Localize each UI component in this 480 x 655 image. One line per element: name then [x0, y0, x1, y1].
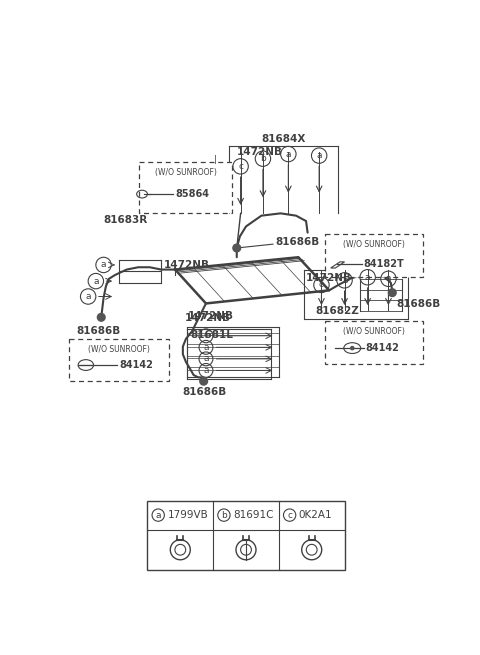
Text: a: a — [386, 274, 391, 284]
Text: a: a — [203, 366, 209, 375]
Text: (W/O SUNROOF): (W/O SUNROOF) — [88, 345, 150, 354]
Text: |: | — [214, 155, 216, 164]
Circle shape — [97, 314, 105, 321]
Text: 1472NB: 1472NB — [184, 312, 230, 323]
Text: 1472NB: 1472NB — [306, 272, 352, 283]
Text: 81684X: 81684X — [262, 134, 306, 143]
Text: 81682Z: 81682Z — [315, 306, 359, 316]
Text: 84142: 84142 — [365, 343, 399, 353]
Text: 84142: 84142 — [119, 360, 153, 370]
Text: 81691C: 81691C — [233, 510, 274, 520]
Text: b: b — [221, 511, 227, 519]
Circle shape — [350, 346, 355, 350]
Text: 0K2A1: 0K2A1 — [299, 510, 333, 520]
Text: a: a — [85, 292, 91, 301]
Text: c: c — [319, 280, 324, 290]
Text: a: a — [101, 261, 106, 269]
Text: 85864: 85864 — [175, 189, 209, 199]
Text: 84182T: 84182T — [364, 259, 405, 269]
Text: 1472NB: 1472NB — [188, 311, 234, 321]
Bar — [147, 500, 345, 570]
Text: 81686B: 81686B — [182, 386, 227, 396]
Text: 81681L: 81681L — [191, 330, 233, 341]
Text: b: b — [260, 154, 266, 163]
Text: c: c — [204, 331, 208, 341]
Text: a: a — [156, 511, 161, 519]
Text: a: a — [203, 343, 209, 352]
Text: (W/O SUNROOF): (W/O SUNROOF) — [343, 328, 405, 337]
Circle shape — [233, 244, 240, 252]
Text: a: a — [365, 272, 371, 282]
Text: b: b — [342, 276, 348, 285]
Text: c: c — [238, 162, 243, 171]
Text: (W/O SUNROOF): (W/O SUNROOF) — [343, 240, 405, 250]
Text: 1472NB: 1472NB — [164, 259, 210, 270]
Text: 1472NB: 1472NB — [237, 147, 283, 157]
Text: 81686B: 81686B — [396, 299, 441, 309]
Circle shape — [200, 377, 207, 385]
Bar — [69, 339, 169, 381]
Text: 81686B: 81686B — [275, 237, 320, 247]
Text: a: a — [286, 149, 291, 159]
Bar — [139, 162, 232, 214]
Text: a: a — [203, 354, 209, 364]
Text: a: a — [93, 276, 98, 286]
Text: a: a — [316, 151, 322, 160]
Circle shape — [388, 289, 396, 297]
Text: (W/O SUNROOF): (W/O SUNROOF) — [155, 168, 217, 177]
Text: 81686B: 81686B — [77, 326, 121, 336]
Bar — [324, 234, 423, 277]
Text: c: c — [287, 511, 292, 519]
Bar — [324, 321, 423, 364]
Text: 1799VB: 1799VB — [168, 510, 208, 520]
Text: 81683R: 81683R — [103, 215, 147, 225]
